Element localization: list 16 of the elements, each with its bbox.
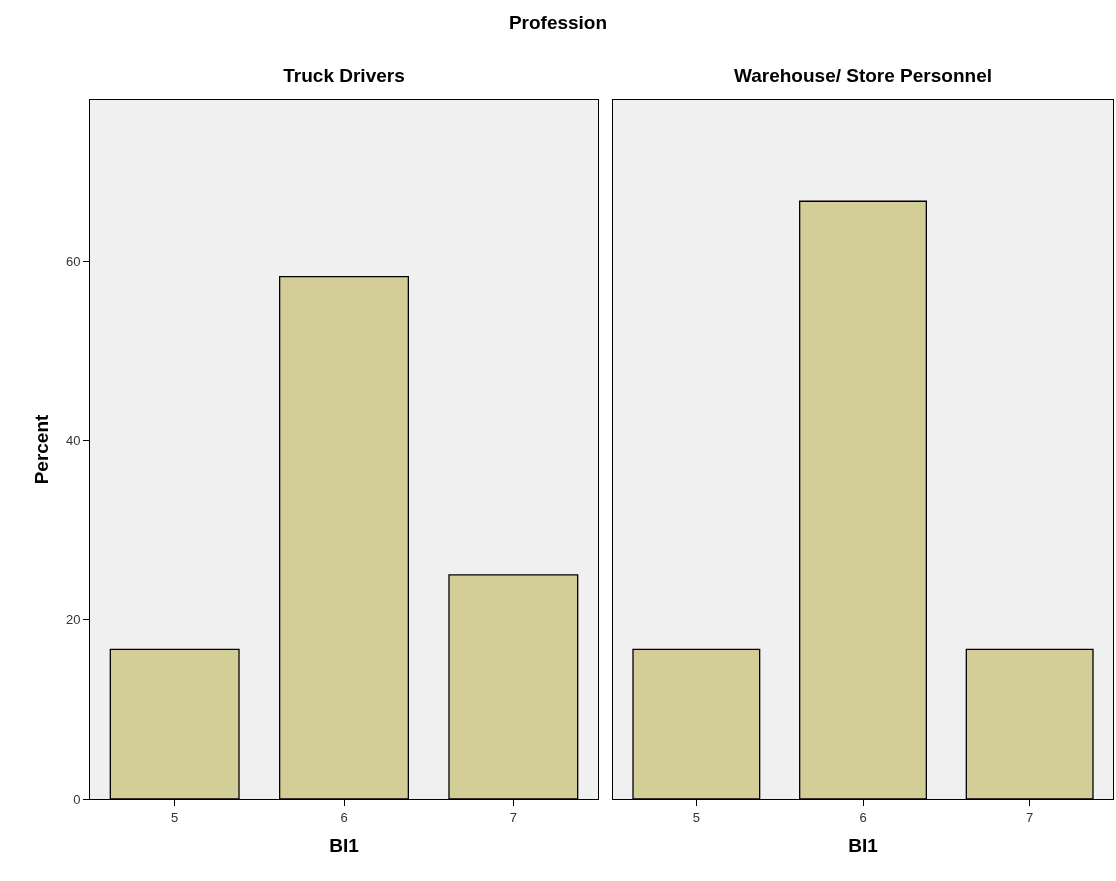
y-tick-label: 0: [73, 791, 81, 807]
x-tick-label: 5: [171, 809, 179, 825]
x-tick-label: 7: [1026, 809, 1034, 825]
x-tick-label: 7: [509, 809, 517, 825]
y-tick-label: 60: [65, 253, 81, 269]
text: Profession: [507, 12, 609, 34]
x-tick-label: 6: [859, 809, 867, 825]
x-tick-label: 6: [340, 809, 348, 825]
x-axis-title: BI1: [329, 835, 360, 857]
x-axis-title: BI1: [848, 835, 879, 857]
chart-title: Warehouse/ Store Personnel: [734, 65, 992, 86]
y-tick-label: 20: [65, 612, 81, 628]
chart-title: Truck Drivers: [283, 65, 405, 86]
y-tick-label: 40: [65, 433, 81, 449]
x-tick-label: 5: [692, 809, 700, 825]
y-axis-title: Percent: [30, 413, 52, 485]
